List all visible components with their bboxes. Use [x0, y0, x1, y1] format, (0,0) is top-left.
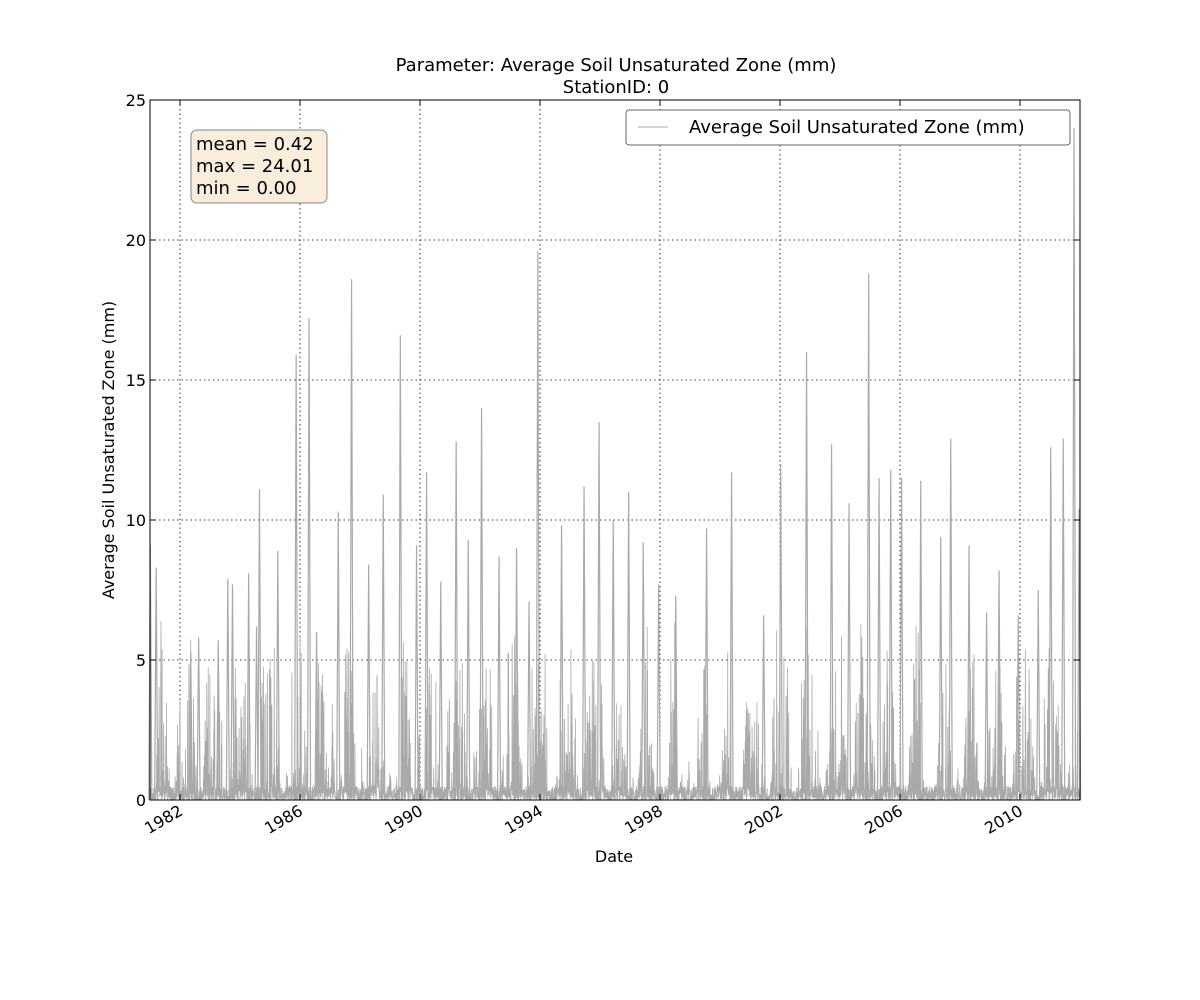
y-tick-label: 25 [126, 91, 146, 110]
series-peak [398, 335, 403, 801]
series-peak [1071, 127, 1077, 801]
series-peak [438, 581, 443, 801]
series-peak [804, 351, 809, 801]
plot-frame [149, 99, 1081, 801]
series-peak [626, 491, 631, 801]
chart-subtitle: StationID: 0 [563, 77, 669, 98]
series-peak [257, 489, 262, 801]
y-tick-label: 5 [136, 651, 146, 670]
stats-box: mean = 0.42 max = 24.01 min = 0.00 [190, 129, 328, 204]
legend-frame [625, 109, 1071, 146]
y-tick-label: 0 [136, 791, 146, 810]
series-peak [656, 584, 661, 801]
series-peak [424, 472, 429, 801]
series-peak [306, 318, 312, 801]
x-tick-label: 1990 [381, 801, 426, 838]
series-peak [829, 444, 834, 801]
series-peak [1048, 447, 1053, 801]
x-tick-label: 2010 [981, 801, 1026, 838]
series-peak [729, 472, 734, 801]
series-peak [559, 525, 564, 801]
series-peak [366, 564, 371, 801]
series-peak [479, 407, 484, 801]
series-peak [514, 547, 519, 801]
series-peak [948, 438, 953, 801]
legend-label: Average Soil Unsaturated Zone (mm) [689, 117, 1025, 138]
series-peak [414, 545, 419, 801]
x-tick-label: 2006 [861, 801, 906, 838]
x-tick-label: 1982 [141, 801, 186, 838]
stats-box-background [190, 129, 328, 204]
series-peak [996, 570, 1002, 801]
series-peak [254, 626, 259, 801]
x-tick-label: 1994 [501, 801, 546, 838]
x-axis-label: Date [595, 847, 633, 866]
series-peak [918, 480, 923, 801]
series-peak [188, 651, 193, 801]
series-peak [581, 486, 587, 801]
series-peak [496, 556, 502, 801]
series-peak [349, 279, 354, 801]
y-axis: 0 5 10 15 20 25 [126, 91, 1080, 810]
series-peak [535, 251, 540, 801]
y-tick-label: 10 [126, 511, 146, 530]
series-peak [196, 637, 201, 801]
series-peak [611, 519, 616, 801]
series-peak [314, 631, 319, 801]
x-tick-label: 1986 [261, 801, 306, 838]
x-tick-label: 2002 [741, 801, 786, 838]
series-peak [275, 550, 280, 801]
series-peak [938, 536, 943, 801]
series-layer [148, 127, 1082, 802]
stats-max: max = 24.01 [196, 156, 313, 177]
series-peak [294, 354, 299, 801]
series-peak [846, 503, 852, 801]
series-peak [899, 477, 904, 801]
series-peak [866, 273, 871, 801]
series-peak [778, 463, 783, 801]
series-peak [673, 595, 678, 801]
series-peak [230, 584, 235, 801]
series-peak [526, 601, 532, 801]
series-peak [641, 542, 646, 801]
series-peak [466, 539, 471, 801]
series-peak [1061, 438, 1066, 801]
series-peak [336, 511, 341, 801]
y-tick-label: 20 [126, 231, 146, 250]
chart-title: Parameter: Average Soil Unsaturated Zone… [396, 55, 837, 76]
series-peak [888, 469, 893, 801]
series-peak [216, 640, 221, 801]
stats-mean: mean = 0.42 [196, 134, 314, 155]
series-peak [966, 545, 972, 801]
stats-min: min = 0.00 [196, 178, 297, 199]
y-tick-label: 15 [126, 371, 146, 390]
series-peak [1036, 589, 1041, 801]
series-peak [984, 612, 989, 801]
y-axis-label: Average Soil Unsaturated Zone (mm) [99, 301, 118, 599]
series-peak [381, 494, 386, 801]
series-peak [154, 567, 159, 801]
series-peak [1016, 615, 1021, 801]
x-tick-label: 1998 [621, 801, 666, 838]
series-peak [704, 528, 709, 801]
legend: Average Soil Unsaturated Zone (mm) [625, 109, 1071, 146]
series-peak [596, 421, 602, 801]
series-peak [246, 573, 251, 801]
series-peak [454, 441, 459, 801]
series-peak [225, 578, 230, 801]
series-peak [876, 477, 882, 801]
grid-lines [150, 100, 1080, 800]
series-peak [761, 615, 766, 801]
